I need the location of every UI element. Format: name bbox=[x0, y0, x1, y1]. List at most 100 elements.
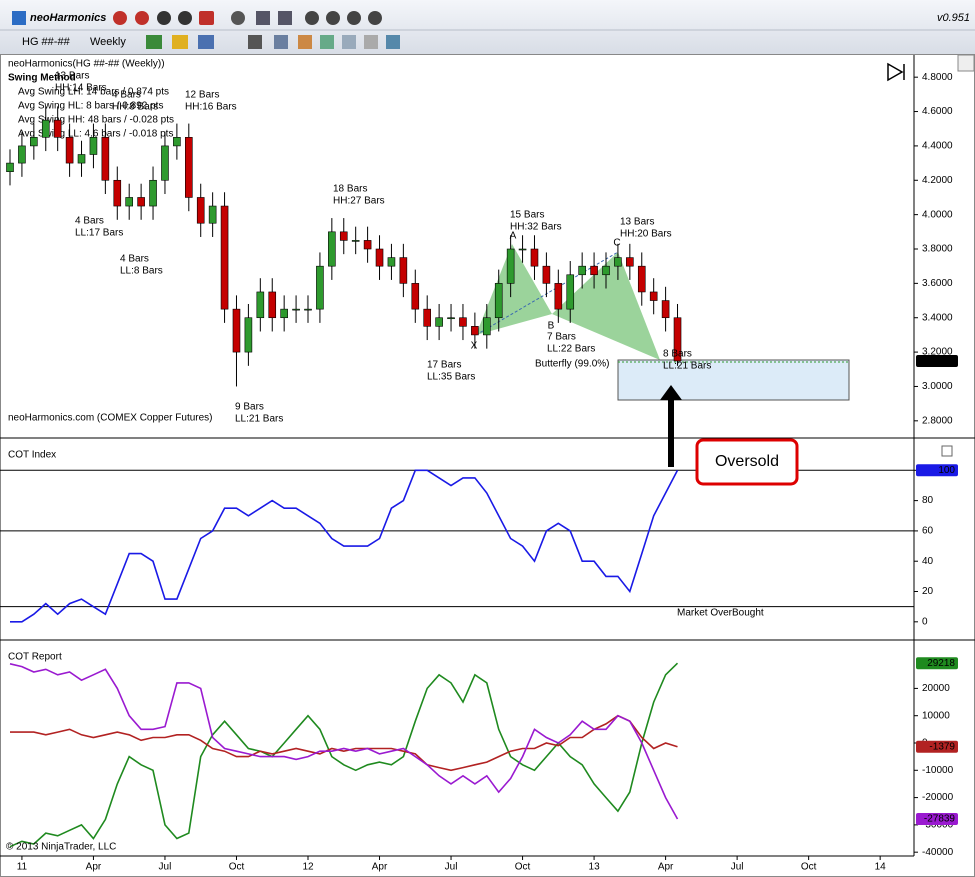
x-tick-label: Jul bbox=[445, 862, 458, 873]
candle-body bbox=[256, 291, 265, 319]
candle-body bbox=[304, 308, 312, 311]
callout-text: Oversold bbox=[715, 453, 779, 470]
y-tick-label: 4.2000 bbox=[922, 175, 953, 186]
tool[interactable] bbox=[298, 35, 312, 49]
last-value-bg bbox=[916, 657, 958, 670]
candle-body bbox=[614, 257, 622, 267]
candle-body bbox=[554, 283, 563, 310]
period-selector[interactable]: Weekly bbox=[90, 36, 126, 48]
y-tick-label: -10000 bbox=[922, 765, 954, 776]
candle-body bbox=[459, 317, 467, 327]
button[interactable] bbox=[135, 11, 149, 25]
target-zone bbox=[617, 359, 850, 401]
button[interactable] bbox=[178, 11, 192, 25]
tool[interactable] bbox=[172, 35, 188, 49]
series-line bbox=[10, 714, 678, 772]
candle-body bbox=[506, 248, 515, 284]
tool[interactable] bbox=[320, 35, 334, 49]
swing-label: 13 Bars bbox=[620, 217, 654, 228]
swing-label: HH:20 Bars bbox=[620, 229, 672, 240]
swing-label: 9 Bars bbox=[235, 402, 264, 413]
y-tick-label: 4.0000 bbox=[922, 209, 953, 220]
x-tick-label: Apr bbox=[372, 862, 388, 873]
button[interactable] bbox=[278, 11, 292, 25]
y-tick-label: 60 bbox=[922, 526, 934, 537]
candle-body bbox=[268, 291, 277, 319]
instrument-selector[interactable]: HG ##-## bbox=[22, 36, 71, 48]
last-price: 3.1485 bbox=[924, 356, 955, 367]
level-label: Market OverBought bbox=[677, 608, 764, 619]
pattern-point: A bbox=[510, 231, 517, 242]
candle-body bbox=[423, 308, 432, 327]
swing-label: HH:8 Bars bbox=[112, 102, 158, 113]
candle-body bbox=[447, 317, 455, 320]
swing-stat: Avg Swing LL: 4.6 bars / -0.018 pts bbox=[18, 129, 173, 140]
button[interactable] bbox=[157, 11, 171, 25]
candle-body bbox=[125, 197, 133, 207]
button[interactable] bbox=[368, 11, 382, 25]
candle-body bbox=[244, 317, 253, 353]
swing-label: LL:21 Bars bbox=[235, 414, 283, 425]
candle-body bbox=[65, 137, 74, 164]
swing-label: HH:27 Bars bbox=[333, 196, 385, 207]
series-line bbox=[9, 663, 679, 820]
y-tick-label: 20000 bbox=[922, 683, 950, 694]
candle-body bbox=[316, 265, 324, 310]
y-tick-label: 3.4000 bbox=[922, 312, 953, 323]
button[interactable] bbox=[113, 11, 127, 25]
tool[interactable] bbox=[146, 35, 162, 49]
swing-label: LL:17 Bars bbox=[75, 228, 123, 239]
swing-label: 13 Bars bbox=[55, 71, 89, 82]
y-tick-label: 3.0000 bbox=[922, 381, 953, 392]
swing-stat: Avg Swing LH: 14 bars / 0.874 pts bbox=[18, 87, 169, 98]
candle-body bbox=[673, 317, 682, 362]
candle-body bbox=[339, 231, 348, 241]
last-value: -1379 bbox=[929, 741, 955, 752]
candle-body bbox=[292, 308, 300, 311]
pattern-wing bbox=[552, 252, 660, 360]
swing-label: 15 Bars bbox=[510, 210, 544, 221]
candle-body bbox=[53, 119, 62, 138]
candle-body bbox=[566, 274, 575, 310]
toolbar-tools[interactable] bbox=[146, 35, 400, 49]
scroll-end-button[interactable] bbox=[887, 62, 905, 82]
button[interactable] bbox=[256, 11, 270, 25]
tool[interactable] bbox=[248, 35, 262, 49]
y-tick-label: -30000 bbox=[922, 820, 954, 831]
x-tick-label: Oct bbox=[515, 862, 531, 873]
tool[interactable] bbox=[342, 35, 356, 49]
tool[interactable] bbox=[198, 35, 214, 49]
scroll-button[interactable] bbox=[957, 54, 975, 72]
button[interactable] bbox=[305, 11, 319, 25]
tool[interactable] bbox=[274, 35, 288, 49]
candle-body bbox=[161, 145, 169, 181]
y-tick-label: -20000 bbox=[922, 792, 954, 803]
x-tick-label: Apr bbox=[658, 862, 674, 873]
x-tick-label: 11 bbox=[17, 862, 28, 873]
y-tick-label: 20 bbox=[922, 586, 934, 597]
candle-body bbox=[30, 137, 38, 147]
pattern-point: X bbox=[471, 341, 478, 352]
swing-label: 17 Bars bbox=[427, 360, 461, 371]
candle-body bbox=[399, 257, 408, 284]
y-tick-label: 4.6000 bbox=[922, 106, 953, 117]
pattern-point: C bbox=[613, 238, 620, 249]
button[interactable] bbox=[199, 11, 214, 25]
button[interactable] bbox=[347, 11, 361, 25]
y-tick-label: -40000 bbox=[922, 847, 954, 858]
button[interactable] bbox=[326, 11, 340, 25]
panel-button[interactable] bbox=[941, 445, 953, 457]
toolbar-buttons[interactable] bbox=[113, 11, 382, 25]
tool[interactable] bbox=[364, 35, 378, 49]
last-value: 100 bbox=[938, 465, 955, 476]
button[interactable] bbox=[231, 11, 245, 25]
y-tick-label: 10000 bbox=[922, 710, 950, 721]
panel-title: COT Index bbox=[8, 450, 56, 461]
copyright: © 2013 NinjaTrader, LLC bbox=[6, 842, 116, 853]
tool[interactable] bbox=[386, 35, 400, 49]
candle-body bbox=[590, 265, 598, 276]
swing-label: 4 Bars bbox=[120, 254, 149, 265]
pattern-label: Butterfly (99.0%) bbox=[535, 359, 609, 370]
swing-label: 7 Bars bbox=[547, 332, 576, 343]
